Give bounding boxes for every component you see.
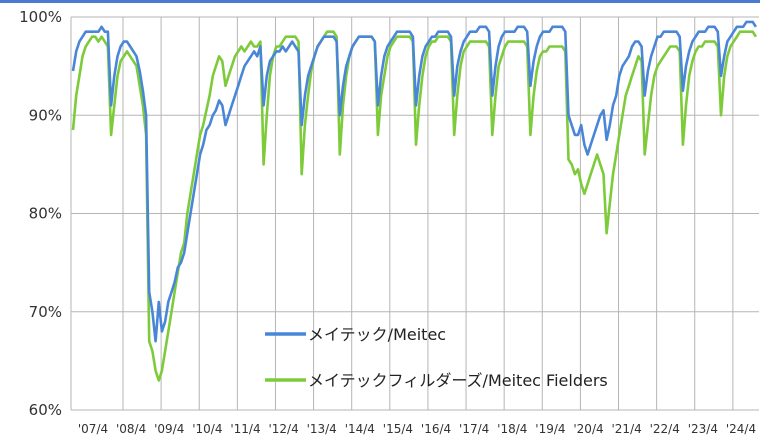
x-tick-label: '19/4 [535, 422, 565, 436]
x-tick-label: '23/4 [688, 422, 718, 436]
y-tick-label: 60% [29, 401, 62, 419]
legend-label-meitec: メイテック/Meitec [308, 325, 446, 344]
series-lines [71, 20, 757, 382]
gridlines [70, 16, 759, 411]
x-tick-label: '15/4 [383, 422, 413, 436]
series-line-meitec [71, 20, 757, 343]
legend-label-meitec-fielders: メイテックフィルダーズ/Meitec Fielders [308, 371, 608, 390]
x-tick-label: '16/4 [421, 422, 451, 436]
x-tick-label: '22/4 [650, 422, 680, 436]
y-tick-label: 80% [29, 205, 62, 223]
x-tick-label: '09/4 [154, 422, 184, 436]
x-tick-label: '18/4 [497, 422, 527, 436]
x-tick-label: '20/4 [573, 422, 603, 436]
x-tick-label: '14/4 [345, 422, 375, 436]
x-tick-label: '11/4 [230, 422, 260, 436]
x-tick-label: '07/4 [78, 422, 108, 436]
y-tick-label: 100% [19, 8, 62, 26]
x-tick-label: '17/4 [459, 422, 489, 436]
y-tick-label: 70% [29, 303, 62, 321]
y-axis-ticks: 100% 90% 80% 70% 60% [19, 8, 62, 419]
x-tick-label: '24/4 [726, 422, 756, 436]
x-tick-label: '12/4 [268, 422, 298, 436]
y-tick-label: 90% [29, 106, 62, 124]
x-tick-label: '08/4 [116, 422, 146, 436]
legend: メイテック/Meitec メイテックフィルダーズ/Meitec Fielders [265, 325, 608, 390]
x-tick-label: '10/4 [192, 422, 222, 436]
x-axis-ticks: '07/4 '08/4 '09/4 '10/4 '11/4 '12/4 '13/4 '14/4… [78, 422, 756, 436]
x-tick-label: '13/4 [307, 422, 337, 436]
x-tick-label: '21/4 [612, 422, 642, 436]
